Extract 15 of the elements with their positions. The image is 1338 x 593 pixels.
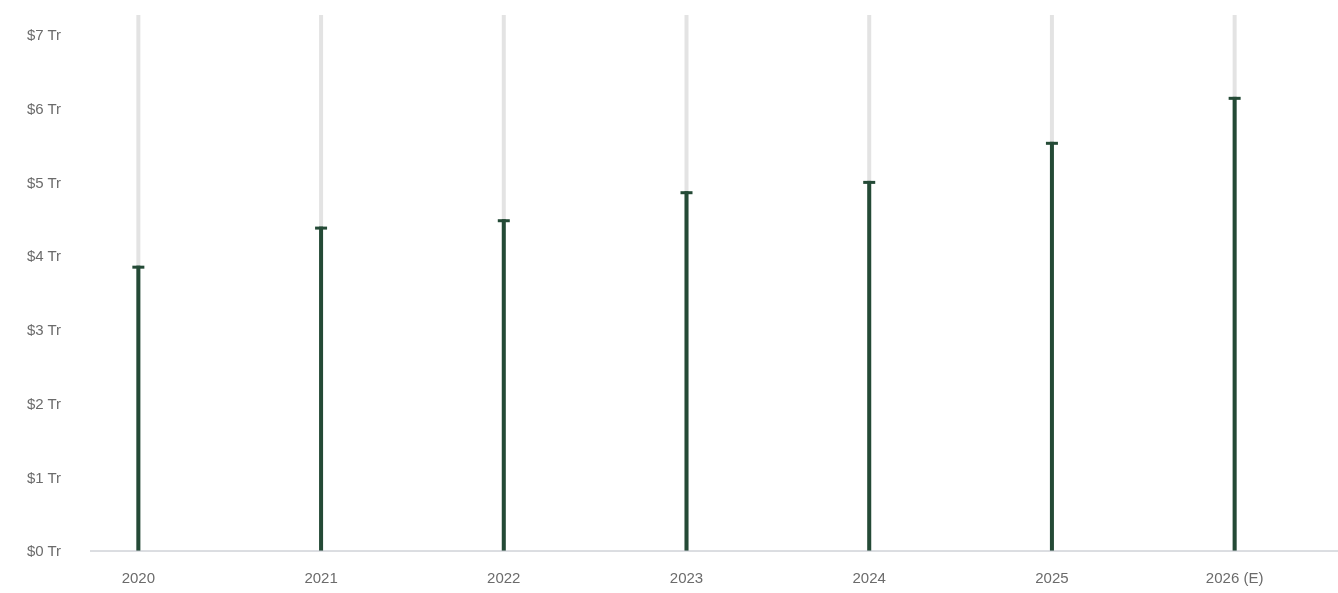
y-tick-label: $2 Tr	[26, 394, 62, 412]
x-tick-label: 2025	[1035, 569, 1069, 586]
x-tick-label: 2021	[304, 569, 338, 586]
y-tick-label: $1 Tr	[26, 468, 62, 486]
x-tick-label: 2022	[487, 569, 521, 586]
y-tick-label: $5 Tr	[26, 173, 62, 191]
x-tick-label: 2024	[852, 569, 886, 586]
x-tick-label: 2026 (E)	[1205, 569, 1264, 586]
y-tick-label: $4 Tr	[26, 247, 62, 265]
y-tick-label: $3 Tr	[26, 321, 62, 339]
x-tick-label: 2020	[121, 569, 156, 586]
x-tick-label: 2023	[669, 569, 704, 586]
y-tick-label: $0 Tr	[26, 542, 62, 560]
y-tick-label: $7 Tr	[26, 26, 62, 44]
y-tick-label: $6 Tr	[26, 99, 62, 117]
